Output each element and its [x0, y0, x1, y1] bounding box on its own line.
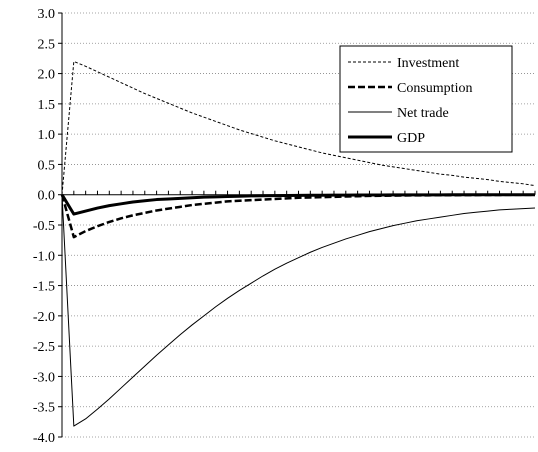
y-tick-label: 2.5	[38, 37, 56, 52]
legend-label-net-trade: Net trade	[397, 106, 449, 121]
legend-box	[339, 45, 513, 153]
y-tick-label: 0.5	[38, 158, 56, 173]
series-lines	[60, 60, 536, 427]
y-tick-label: -2.5	[33, 340, 55, 355]
series-line-gdp	[60, 193, 536, 216]
gridlines	[62, 12, 535, 438]
legend-label-investment: Investment	[397, 56, 459, 71]
y-tick-label: 2.0	[38, 68, 56, 83]
legend-label-consumption: Consumption	[397, 81, 472, 96]
series-line-net-trade	[61, 194, 536, 427]
series-line-investment	[61, 60, 536, 195]
y-tick-label: 1.5	[38, 98, 56, 113]
y-tick-label: -4.0	[33, 431, 55, 446]
y-tick-label: -1.0	[33, 249, 55, 264]
y-tick-label: -1.5	[33, 280, 55, 295]
y-tick-labels: 3.0 2.5 2.0 1.5 1.0 0.5 0.0 -0.5 -1.0 -1.5 -2.0 -2.…	[33, 7, 55, 446]
y-tick-label: -3.5	[33, 401, 55, 416]
legend-label-gdp: GDP	[397, 131, 425, 146]
y-tick-label: 1.0	[38, 128, 56, 143]
y-tick-label: -0.5	[33, 219, 55, 234]
y-tick-label: -3.0	[33, 370, 55, 385]
y-tick-label: 0.0	[38, 189, 56, 204]
legend: Investment Consumption Net trade GDP	[339, 45, 513, 153]
y-tick-label: 3.0	[38, 7, 56, 22]
y-tick-label: -2.0	[33, 310, 55, 325]
